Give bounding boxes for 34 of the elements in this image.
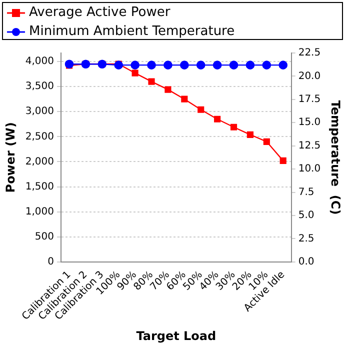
y-tick-label: 3,500: [25, 81, 54, 92]
y2-tick-label: 10.0: [298, 164, 321, 175]
y2-axis-title: Temperature (C): [328, 100, 343, 215]
y2-tick-label: 12.5: [298, 140, 321, 152]
point: [181, 96, 188, 102]
y-tick-label: 500: [34, 231, 54, 242]
y2-tick-label: 22.5: [298, 48, 321, 59]
legend-label: Average Active Power: [29, 5, 170, 20]
point: [280, 157, 286, 164]
point: [132, 70, 138, 76]
point: [214, 116, 221, 122]
y-tick-label: 0: [48, 256, 54, 268]
y-tick-label: 1,500: [25, 181, 54, 192]
y2-tick-label: 7.5: [298, 186, 314, 198]
y-tick-label: 4,000: [25, 56, 54, 68]
point: [246, 131, 254, 138]
y-tick-label: 2,500: [25, 131, 54, 142]
y2-tick-label: 20.0: [298, 70, 321, 82]
y2-tick-label: 0.0: [298, 256, 314, 268]
y-axis-title: Power (W): [3, 122, 18, 193]
y2-tick-label: 15.0: [298, 117, 321, 128]
y-tick-label: 1,000: [25, 206, 54, 218]
point: [148, 78, 155, 85]
y2-tick-label: 2.5: [298, 233, 314, 244]
y-tick-label: 2,000: [25, 156, 54, 168]
point: [230, 124, 238, 130]
y2-tick-label: 17.5: [298, 94, 321, 106]
point: [263, 138, 270, 145]
y-tick-label: 3,000: [25, 106, 54, 118]
x-axis-title: Target Load: [136, 328, 216, 343]
point: [198, 106, 204, 113]
legend-label: Minimum Ambient Temperature: [29, 24, 235, 39]
point: [164, 86, 172, 93]
y2-tick-label: 5.0: [298, 210, 314, 222]
